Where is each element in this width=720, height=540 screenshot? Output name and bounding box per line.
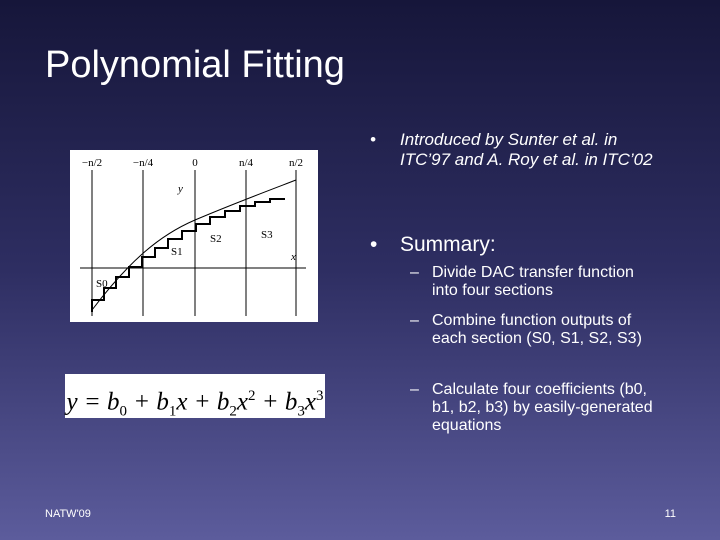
sub-bullet: – Divide DAC transfer function into four …	[410, 264, 670, 300]
formula-part: 3	[297, 403, 305, 420]
formula-part: y = b	[66, 388, 120, 416]
formula-part: x + b	[176, 388, 230, 416]
figure: −n/2 −n/4 0 n/4 n/2 y x S0 S1 S2 S3	[70, 150, 318, 322]
bullet-text: Summary:	[400, 233, 496, 256]
tick-label: −n/2	[82, 157, 102, 169]
axis-label: x	[290, 251, 296, 263]
section-label: S0	[96, 278, 108, 290]
formula-part: 3	[315, 388, 324, 404]
formula-part: 0	[119, 403, 128, 420]
staircase-diagram: −n/2 −n/4 0 n/4 n/2 y x S0 S1 S2 S3	[80, 157, 306, 316]
sub-bullet-text: Calculate four coefficients (b0, b1, b2,…	[432, 381, 653, 434]
page-number: 11	[664, 508, 676, 520]
formula-part: x	[304, 388, 316, 416]
tick-label: n/2	[289, 157, 303, 169]
bullet: • Introduced by Sunter et al. in ITC’97 a…	[370, 130, 660, 170]
formula-part: 2	[229, 403, 237, 420]
slide-title: Polynomial Fitting	[45, 44, 345, 86]
bullet-text: Introduced by Sunter et al. in ITC’97 an…	[400, 130, 653, 169]
footer: NATW'09	[45, 508, 91, 520]
formula-part: + b	[255, 388, 298, 416]
formula-part: 1	[168, 403, 177, 420]
bullet: • Summary:	[370, 233, 496, 256]
section-label: S2	[210, 233, 222, 245]
section-label: S3	[261, 229, 273, 241]
section-label: S1	[171, 246, 183, 258]
tick-label: −n/4	[133, 157, 154, 169]
formula-part: 2	[247, 388, 256, 404]
sub-bullet-text: Combine function outputs of each section…	[432, 312, 642, 347]
sub-bullet-text: Divide DAC transfer function into four s…	[432, 264, 634, 299]
sub-bullet: – Combine function outputs of each sectio…	[410, 312, 670, 348]
formula-part: + b	[127, 388, 169, 416]
tick-label: n/4	[239, 157, 254, 169]
formula-part: x	[236, 388, 248, 416]
formula: y = b0 + b1x + b2x2 + b3x3	[65, 374, 325, 420]
sub-bullet: – Calculate four coefficients (b0, b1, b2…	[410, 381, 670, 435]
axis-label: y	[177, 183, 183, 195]
tick-label: 0	[192, 157, 198, 169]
